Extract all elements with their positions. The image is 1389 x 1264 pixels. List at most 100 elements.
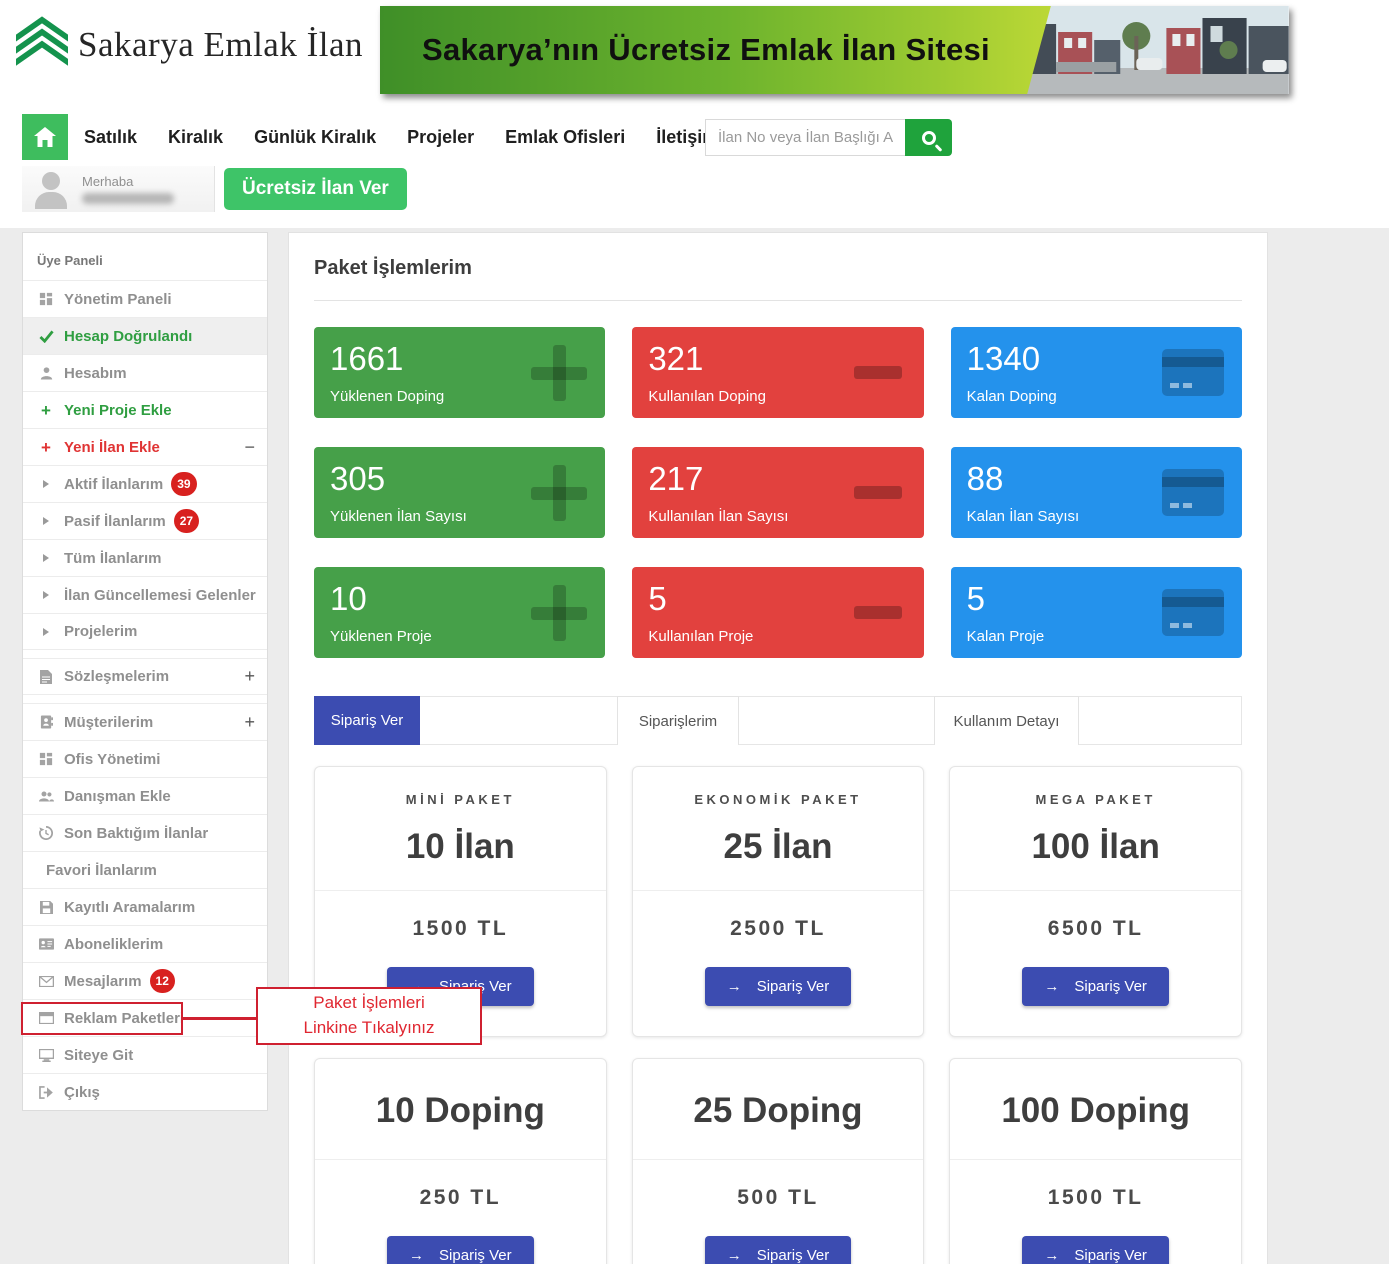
- sidebar-item-projelerim[interactable]: Projelerim: [23, 613, 267, 650]
- sidebar-item-mesajlar-m[interactable]: Mesajlarım 12: [23, 962, 267, 999]
- sidebar-item-hesap-do-ruland[interactable]: Hesap Doğrulandı: [23, 317, 267, 354]
- sidebar-item-label: Danışman Ekle: [64, 787, 171, 805]
- stat-text: 217 Kullanılan İlan Sayısı: [648, 460, 788, 525]
- user-greeting: Merhaba: [82, 174, 174, 205]
- minus-icon: [853, 366, 902, 379]
- sidebar-item-label: Tüm İlanlarım: [64, 549, 162, 567]
- envelope-icon: [37, 975, 55, 987]
- sidebar-item-aktif-i-lanlar-m[interactable]: Aktif İlanlarım 39: [23, 465, 267, 502]
- sidebar: Üye Paneli Yönetim Paneli Hesap Doğruland…: [21, 232, 482, 1111]
- nav-link-projeler[interactable]: Projeler: [407, 126, 475, 147]
- credit-card-icon: [1162, 589, 1224, 636]
- dashboard-icon: [37, 752, 55, 766]
- sidebar-item-m-terilerim[interactable]: Müşterilerim +: [23, 703, 267, 740]
- package-title: 100 Doping: [1001, 1091, 1190, 1130]
- stat-text: 321 Kullanılan Doping: [648, 340, 766, 405]
- arrow-right-icon: →: [1044, 1247, 1060, 1264]
- promo-banner: Sakarya’nın Ücretsiz Emlak İlan Sitesi: [380, 6, 1289, 94]
- sidebar-item-label: Yeni Proje Ekle: [64, 401, 172, 419]
- stat-label: Kalan İlan Sayısı: [966, 507, 1080, 525]
- nav-link-sat-l-k[interactable]: Satılık: [84, 126, 138, 147]
- order-button[interactable]: → Sipariş Ver: [704, 1236, 852, 1264]
- post-free-ad-button[interactable]: Ücretsiz İlan Ver: [224, 168, 407, 210]
- package-body: 2500 TL → Sipariş Ver: [632, 890, 924, 1036]
- arrow-right-icon: →: [726, 1247, 742, 1264]
- expand-plus-icon[interactable]: +: [244, 666, 255, 686]
- sidebar-item-label: Ofis Yönetimi: [64, 750, 161, 768]
- package-header: 25 Doping: [633, 1059, 924, 1159]
- search-button[interactable]: [905, 119, 952, 156]
- sidebar-item-favori-i-lanlar-m[interactable]: Favori İlanlarım: [23, 851, 267, 888]
- nav-link-emlak-ofisleri[interactable]: Emlak Ofisleri: [505, 126, 626, 147]
- sidebar-item-reklam-paketleri[interactable]: Reklam Paketleri Paket İşlemleri Linkine T…: [21, 987, 482, 1045]
- annotation-line-2: Linkine Tıkalyınız: [303, 1018, 435, 1037]
- sidebar-item-ofis-y-netimi[interactable]: Ofis Yönetimi: [23, 740, 267, 777]
- id-card-icon: [37, 938, 55, 950]
- stat-card-y-klenen-doping: 1661 Yüklenen Doping: [314, 327, 606, 418]
- collapse-minus-icon[interactable]: −: [244, 436, 255, 457]
- sidebar-item-label: Aktif İlanlarım: [64, 475, 164, 493]
- package-price: 1500 TL: [412, 917, 509, 940]
- order-button[interactable]: → Sipariş Ver: [1022, 967, 1169, 1006]
- sidebar-item-s-zle-melerim[interactable]: Sözleşmelerim +: [23, 658, 267, 695]
- sidebar-item-label: Mesajlarım: [64, 972, 142, 990]
- nav-link-i-leti-im[interactable]: İletişim: [656, 126, 719, 147]
- stat-text: 5 Kullanılan Proje: [648, 580, 753, 645]
- sidebar-item-label: Son Baktığım İlanlar: [64, 824, 209, 842]
- nav-link-kiral-k[interactable]: Kiralık: [168, 126, 224, 147]
- package-body: 250 TL → Sipariş Ver: [315, 1159, 606, 1264]
- brand-logo[interactable]: Sakarya Emlak İlan: [16, 16, 363, 74]
- save-icon: [37, 900, 55, 914]
- sidebar-item-pasif-i-lanlar-m[interactable]: Pasif İlanlarım 27: [23, 502, 267, 539]
- user-info: Merhaba: [22, 166, 215, 212]
- home-button[interactable]: [22, 114, 68, 160]
- sidebar-item-label: Reklam Paketleri: [64, 1009, 185, 1027]
- sidebar-item-kay-tl-aramalar-m[interactable]: Kayıtlı Aramalarım: [23, 888, 267, 925]
- sidebar-item-label: Kayıtlı Aramalarım: [64, 898, 196, 916]
- credit-card-icon: [1162, 349, 1224, 396]
- order-button[interactable]: → Sipariş Ver: [387, 1236, 534, 1264]
- tab-kullan-m-detay[interactable]: Kullanım Detayı: [934, 696, 1079, 745]
- count-badge: 27: [173, 509, 200, 533]
- nav-link-g-nl-k-kiral-k[interactable]: Günlük Kiralık: [254, 126, 377, 147]
- tab-sipari-lerim[interactable]: Siparişlerim: [617, 696, 739, 745]
- sidebar-item-yeni-proje-ekle[interactable]: + Yeni Proje Ekle: [23, 391, 267, 428]
- sidebar-item-yeni-i-lan-ekle[interactable]: + Yeni İlan Ekle −: [23, 428, 267, 465]
- monitor-icon: [37, 1048, 55, 1062]
- stat-label: Yüklenen Proje: [330, 627, 432, 645]
- dashboard-icon: [37, 292, 55, 306]
- order-button[interactable]: → Sipariş Ver: [704, 967, 852, 1006]
- count-badge: 12: [149, 969, 175, 993]
- avatar: [32, 169, 70, 209]
- stat-value: 88: [966, 460, 1004, 498]
- check-icon: [37, 330, 55, 343]
- sidebar-item-k[interactable]: Çıkış: [23, 1073, 267, 1110]
- search-input[interactable]: [705, 119, 905, 156]
- user-name-blurred: [82, 193, 174, 205]
- package-header: 10 Doping: [315, 1059, 606, 1159]
- package-header: MİNİ PAKET 10 İlan: [315, 767, 606, 890]
- address-book-icon: [37, 715, 55, 729]
- sidebar-item-hesab-m[interactable]: Hesabım: [23, 354, 267, 391]
- package-price: 2500 TL: [730, 917, 826, 940]
- sidebar-item-dan-man-ekle[interactable]: Danışman Ekle: [23, 777, 267, 814]
- banner-houses-photo: [1016, 6, 1289, 94]
- sidebar-item-aboneliklerim[interactable]: Aboneliklerim: [23, 925, 267, 962]
- sidebar-item-y-netim-paneli[interactable]: Yönetim Paneli: [23, 280, 267, 317]
- sidebar-item-t-m-i-lanlar-m[interactable]: Tüm İlanlarım: [23, 539, 267, 576]
- stat-label: Kalan Proje: [966, 627, 1045, 645]
- arrow-right-icon: →: [726, 978, 742, 995]
- package-category: MEGA PAKET: [1035, 792, 1156, 807]
- minus-icon: [853, 606, 902, 619]
- sidebar-item-i-lan-g-ncellemesi-gelenler[interactable]: İlan Güncellemesi Gelenler: [23, 576, 267, 613]
- sidebar-item-son-bakt-m-i-lanlar[interactable]: Son Baktığım İlanlar: [23, 814, 267, 851]
- stat-card-kullan-lan-proje: 5 Kullanılan Proje: [632, 567, 924, 658]
- sidebar-item-siteye-git[interactable]: Siteye Git: [23, 1036, 267, 1073]
- order-button[interactable]: → Sipariş Ver: [1022, 1236, 1169, 1264]
- page-title: Paket İşlemlerim: [314, 257, 472, 279]
- history-icon: [37, 826, 55, 840]
- annotation-callout: Paket İşlemleri Linkine Tıkalyınız: [256, 987, 482, 1045]
- tab-sipari-ver[interactable]: Sipariş Ver: [314, 696, 420, 745]
- expand-plus-icon[interactable]: +: [244, 711, 255, 732]
